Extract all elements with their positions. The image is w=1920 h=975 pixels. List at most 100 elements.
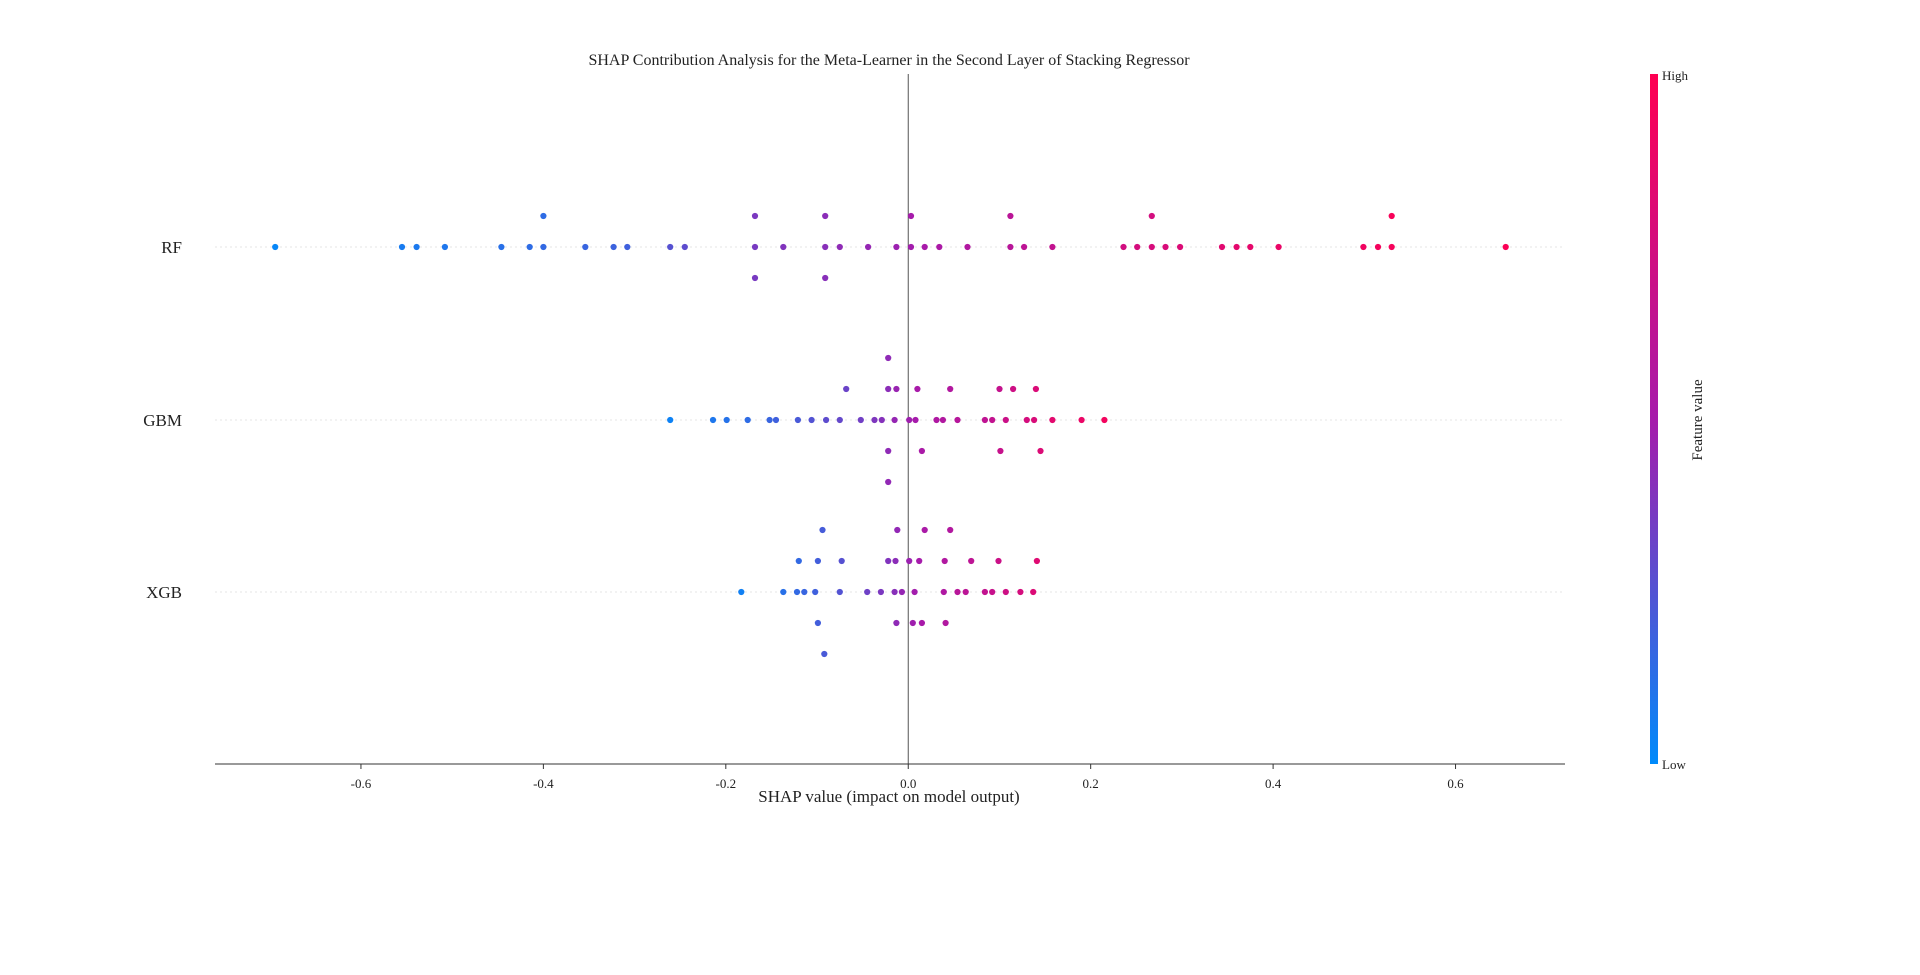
shap-point-rf <box>1007 212 1014 220</box>
shap-point-rf <box>1134 243 1141 251</box>
shap-point-xgb <box>885 557 892 565</box>
colorbar: High Low Feature value <box>1650 68 1706 772</box>
shap-point-gbm <box>1023 416 1030 424</box>
shap-point-rf <box>398 243 406 251</box>
shap-point-xgb <box>894 526 901 534</box>
shap-point-xgb <box>981 588 989 596</box>
shap-point-xgb <box>916 557 923 565</box>
shap-point-gbm <box>871 416 878 424</box>
shap-point-xgb <box>801 588 808 596</box>
shap-point-rf <box>1148 212 1155 220</box>
feature-labels: RF GBM XGB <box>143 238 182 602</box>
shap-point-xgb <box>780 588 787 596</box>
shap-point-gbm <box>893 385 900 393</box>
feature-label: GBM <box>143 411 182 430</box>
shap-point-gbm <box>997 447 1004 455</box>
shap-point-xgb <box>911 588 918 596</box>
shap-point-xgb <box>942 619 949 627</box>
shap-point-gbm <box>918 447 926 455</box>
x-tick-label: 0.0 <box>900 776 916 791</box>
shap-point-xgb <box>941 557 948 565</box>
shap-point-rf <box>1148 243 1155 251</box>
shap-point-gbm <box>794 416 802 424</box>
feature-label: RF <box>161 238 182 257</box>
feature-label: XGB <box>146 583 182 602</box>
shap-point-rf <box>865 243 872 251</box>
shap-point-rf <box>836 243 843 251</box>
shap-point-gbm <box>1101 416 1108 424</box>
shap-point-rf <box>907 243 915 251</box>
shap-point-rf <box>822 212 829 220</box>
shap-point-gbm <box>823 416 830 424</box>
shap-point-gbm <box>885 447 892 455</box>
shap-point-gbm <box>808 416 815 424</box>
shap-point-gbm <box>709 416 717 424</box>
shap-point-xgb <box>836 588 843 596</box>
shap-point-xgb <box>892 557 899 565</box>
shap-point-rf <box>964 243 971 251</box>
shap-point-gbm <box>1031 416 1038 424</box>
shap-point-rf <box>1374 243 1382 251</box>
shap-point-gbm <box>989 416 996 424</box>
shap-point-xgb <box>814 557 822 565</box>
shap-point-rf <box>936 243 943 251</box>
shap-point-rf <box>413 243 420 251</box>
shap-point-gbm <box>954 416 961 424</box>
shap-point-xgb <box>1002 588 1009 596</box>
shap-point-rf <box>1007 243 1014 251</box>
shap-point-xgb <box>1033 557 1040 565</box>
shap-point-gbm <box>885 385 892 393</box>
shap-point-rf <box>1049 243 1056 251</box>
shap-point-xgb <box>921 526 928 534</box>
x-tick-label: 0.6 <box>1447 776 1464 791</box>
colorbar-high-label: High <box>1662 68 1689 83</box>
shap-point-gbm <box>996 385 1003 393</box>
shap-point-rf <box>822 243 829 251</box>
shap-point-xgb <box>812 588 819 596</box>
shap-point-rf <box>751 212 759 220</box>
shap-point-xgb <box>819 526 826 534</box>
shap-point-rf <box>1218 243 1226 251</box>
x-tick-label: -0.2 <box>716 776 737 791</box>
shap-point-rf <box>540 243 547 251</box>
shap-point-xgb <box>909 619 916 627</box>
shap-point-xgb <box>793 588 801 596</box>
shap-point-rf <box>526 243 533 251</box>
shap-point-xgb <box>989 588 996 596</box>
shap-point-rf <box>1162 243 1169 251</box>
shap-point-rf <box>1021 243 1028 251</box>
shap-point-xgb <box>898 588 906 596</box>
shap-point-gbm <box>885 478 892 486</box>
shap-point-gbm <box>939 416 947 424</box>
shap-point-gbm <box>766 416 773 424</box>
shap-point-gbm <box>723 416 730 424</box>
data-points <box>272 212 1509 658</box>
shap-point-rf <box>751 274 759 282</box>
shap-point-gbm <box>914 385 921 393</box>
shap-point-xgb <box>947 526 954 534</box>
shap-point-xgb <box>738 588 745 596</box>
shap-point-xgb <box>795 557 802 565</box>
shap-point-xgb <box>918 619 926 627</box>
shap-point-rf <box>441 243 448 251</box>
shap-point-rf <box>624 243 631 251</box>
shap-point-rf <box>907 212 915 220</box>
shap-point-xgb <box>940 588 947 596</box>
shap-point-rf <box>1233 243 1240 251</box>
shap-point-rf <box>893 243 900 251</box>
shap-point-rf <box>1388 243 1395 251</box>
shap-point-gbm <box>772 416 780 424</box>
shap-point-gbm <box>843 385 850 393</box>
shap-point-xgb <box>968 557 975 565</box>
shap-point-xgb <box>954 588 961 596</box>
shap-point-gbm <box>912 416 919 424</box>
shap-point-gbm <box>1002 416 1009 424</box>
shap-point-gbm <box>667 416 674 424</box>
shap-point-gbm <box>836 416 843 424</box>
shap-point-rf <box>1275 243 1282 251</box>
shap-point-rf <box>1360 243 1367 251</box>
shap-point-gbm <box>1032 385 1039 393</box>
shap-point-gbm <box>878 416 885 424</box>
shap-point-xgb <box>891 588 898 596</box>
